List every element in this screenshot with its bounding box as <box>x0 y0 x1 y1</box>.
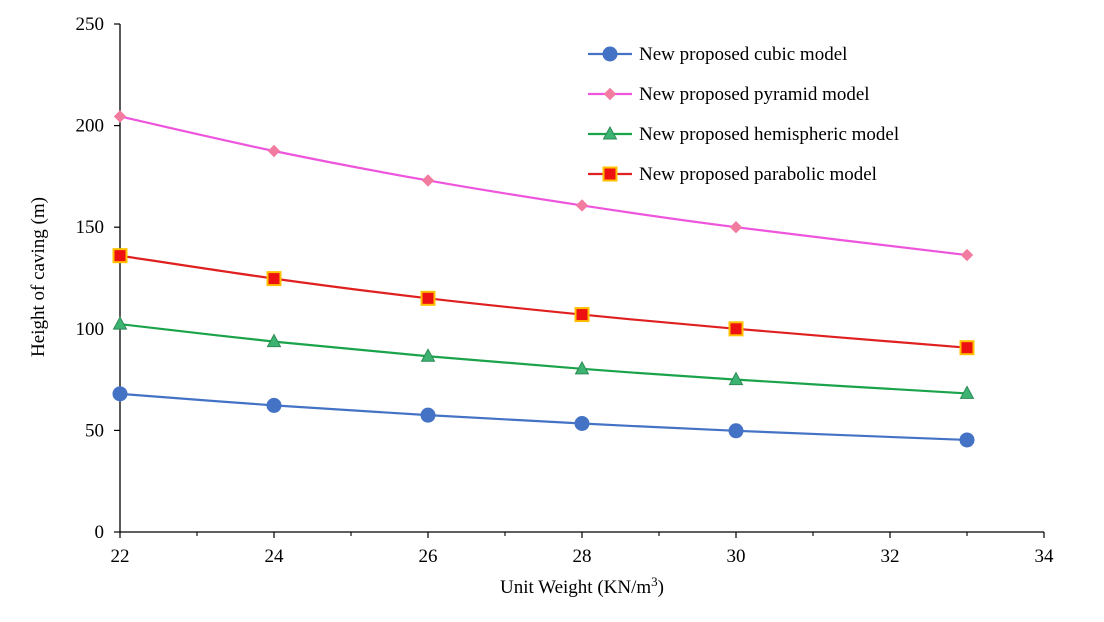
data-point-square <box>728 321 744 337</box>
data-point-circle <box>574 415 590 431</box>
legend-entry-circle: New proposed cubic model <box>588 44 847 65</box>
series-triangle <box>112 316 975 399</box>
data-point-triangle <box>266 333 282 348</box>
y-tick-label: 50 <box>85 420 104 441</box>
y-axis-title: Height of caving (m) <box>28 197 49 357</box>
series-diamond <box>113 110 974 262</box>
x-tick-label: 30 <box>727 546 746 567</box>
data-point-circle <box>112 386 128 402</box>
legend: New proposed cubic model New proposed pyr… <box>588 44 899 185</box>
x-axis-title-superscript: 3 <box>651 574 658 589</box>
x-tick-label: 22 <box>111 546 130 567</box>
data-point-triangle <box>728 371 744 386</box>
data-point-square <box>420 290 436 306</box>
series-square <box>112 248 975 356</box>
y-tick-label: 200 <box>76 116 105 137</box>
data-point-circle <box>266 397 282 413</box>
legend-label: New proposed hemispheric model <box>639 124 899 145</box>
x-tick-label: 24 <box>265 546 285 567</box>
series-line-circle <box>119 392 968 442</box>
y-tick-label: 250 <box>76 14 105 35</box>
data-point-square <box>959 340 975 356</box>
data-point-square <box>112 248 128 264</box>
x-tick-label: 26 <box>419 546 438 567</box>
legend-entry-diamond: New proposed pyramid model <box>588 84 870 105</box>
data-point-circle <box>728 423 744 439</box>
axes: 0 50 100 150 200 250 22 24 26 28 30 32 34 <box>76 14 1055 567</box>
data-point-circle <box>959 432 975 448</box>
series-line-triangle <box>119 323 968 395</box>
data-point-triangle <box>574 360 590 375</box>
y-tick-label: 100 <box>76 319 105 340</box>
x-tick-label: 28 <box>573 546 592 567</box>
data-point-triangle <box>959 385 975 399</box>
x-tick-label: 32 <box>881 546 900 567</box>
legend-label: New proposed pyramid model <box>639 84 870 105</box>
data-point-square <box>266 271 282 287</box>
legend-marker <box>602 166 618 182</box>
data-point-diamond <box>729 220 743 234</box>
series-circle <box>112 386 975 448</box>
data-point-diamond <box>575 199 589 212</box>
x-axis-title-end: ) <box>658 577 664 598</box>
legend-marker <box>602 46 618 62</box>
y-tick-label: 0 <box>95 522 105 543</box>
legend-label: New proposed cubic model <box>639 44 847 65</box>
legend-label: New proposed parabolic model <box>639 164 877 185</box>
data-point-diamond <box>960 248 974 262</box>
data-point-triangle <box>420 348 436 362</box>
data-point-triangle <box>112 316 128 330</box>
data-point-square <box>574 307 590 323</box>
x-tick-label: 34 <box>1035 546 1055 567</box>
series-line-square <box>119 254 968 349</box>
legend-entry-triangle: New proposed hemispheric model <box>588 124 899 145</box>
legend-marker <box>603 87 617 101</box>
legend-marker <box>602 125 618 140</box>
y-tick-label: 150 <box>76 217 105 238</box>
data-point-circle <box>420 407 436 423</box>
series-line-diamond <box>119 115 968 257</box>
series-layer <box>112 110 975 448</box>
x-axis-title-main: Unit Weight (KN/m <box>500 577 651 598</box>
data-point-diamond <box>113 110 127 123</box>
legend-entry-square: New proposed parabolic model <box>588 164 877 185</box>
data-point-diamond <box>267 144 281 158</box>
data-point-diamond <box>421 174 435 187</box>
x-axis-title: Unit Weight (KN/m3) <box>500 574 664 598</box>
